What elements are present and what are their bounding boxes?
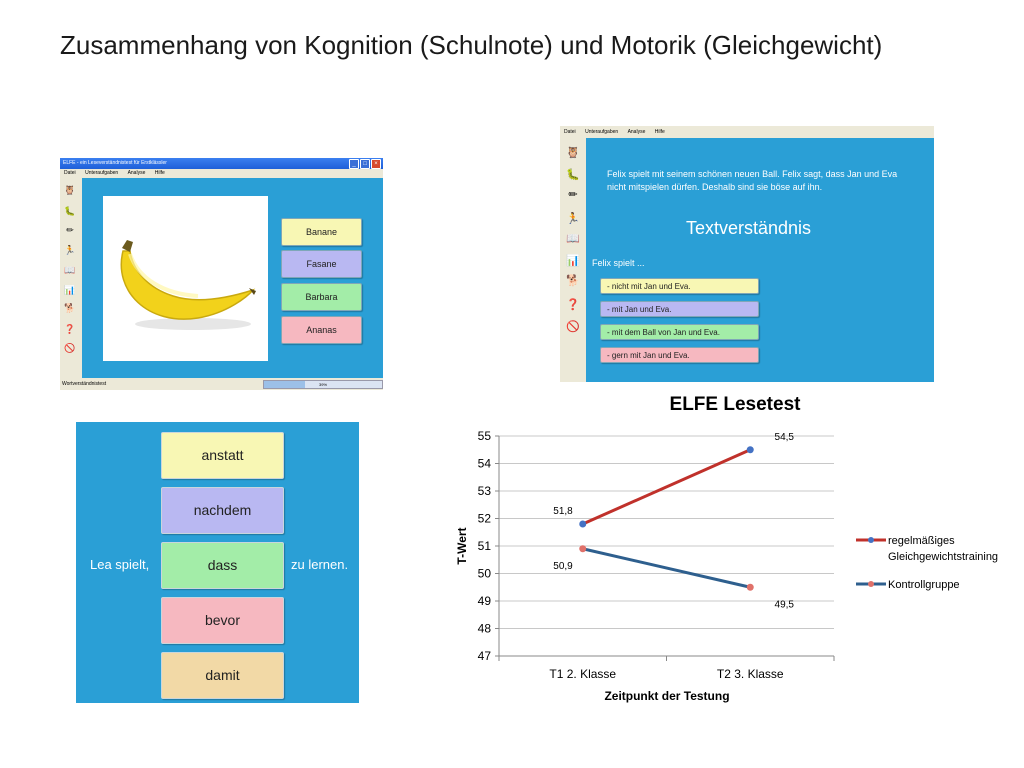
x-axis-label: Zeitpunkt der Testung — [604, 689, 729, 703]
window-titlebar: ELFE - ein Leseverständnistest für Erstk… — [60, 158, 383, 169]
data-label: 50,9 — [553, 561, 573, 572]
figure-icon[interactable]: 🏃 — [566, 213, 580, 225]
data-point — [579, 545, 587, 553]
word-option[interactable]: nachdem — [161, 487, 284, 534]
menu-datei[interactable]: Datei — [64, 170, 76, 176]
word-option[interactable]: bevor — [161, 597, 284, 644]
progress-bar: 39% — [263, 380, 383, 389]
legend-marker — [868, 581, 874, 587]
slide-title: Zusammenhang von Kognition (Schulnote) u… — [60, 30, 883, 60]
answer-option[interactable]: - mit dem Ball von Jan und Eva. — [600, 324, 759, 340]
status-bar: Wortverständnistest 39% — [60, 378, 383, 390]
y-tick-label: 50 — [478, 567, 492, 581]
pencil-icon[interactable]: ✏ — [568, 189, 578, 201]
data-point — [746, 583, 754, 591]
word-recognition-screenshot: ELFE - ein Leseverständnistest für Erstk… — [60, 158, 383, 390]
series-line — [582, 547, 751, 589]
data-point — [746, 446, 754, 454]
chart-icon[interactable]: 📊 — [566, 255, 580, 267]
elfe-lesetest-chart: ELFE Lesetest 47 48 49 50 51 52 53 54 55 T1 2. Kl… — [455, 394, 998, 703]
answer-option[interactable]: Banane — [281, 218, 362, 246]
book-icon[interactable]: 📖 — [566, 233, 580, 245]
answer-option[interactable]: Barbara — [281, 283, 362, 311]
legend-marker — [868, 537, 874, 543]
answer-option[interactable]: - nicht mit Jan und Eva. — [600, 278, 759, 294]
story-text: Felix spielt mit seinem schönen neuen Ba… — [607, 169, 898, 192]
sentence-end: zu lernen. — [291, 557, 349, 572]
word-option[interactable]: damit — [161, 652, 284, 699]
x-tick-label: T2 3. Klasse — [717, 667, 784, 681]
dog-icon[interactable]: 🐕 — [566, 275, 580, 287]
help-icon[interactable]: ❓ — [64, 324, 76, 334]
series-line — [582, 448, 751, 526]
data-point — [579, 520, 587, 528]
sentence-start: Lea spielt, — [90, 557, 150, 572]
figure-icon[interactable]: 🏃 — [64, 245, 76, 255]
x-tick-label: T1 2. Klasse — [549, 667, 616, 681]
help-icon[interactable]: ❓ — [566, 299, 580, 311]
menu-analyse[interactable]: Analyse — [127, 170, 146, 176]
answer-option[interactable]: Fasane — [281, 250, 362, 278]
status-text: Wortverständnistest — [62, 381, 107, 387]
y-tick-label: 48 — [478, 622, 492, 636]
y-tick-label: 55 — [478, 429, 492, 443]
book-icon[interactable]: 📖 — [64, 265, 76, 275]
owl-icon[interactable]: 🦉 — [566, 147, 580, 159]
text-comprehension-screenshot: Datei Unteraufgaben Analyse Hilfe 🦉 🐛 ✏ … — [560, 126, 934, 382]
chart-title: ELFE Lesetest — [670, 394, 802, 415]
chart-icon[interactable]: 📊 — [64, 285, 76, 295]
menu-bar: Datei Unteraufgaben Analyse Hilfe — [560, 126, 934, 138]
maximize-icon[interactable]: □ — [360, 159, 370, 169]
section-heading: Textverständnis — [686, 218, 812, 238]
menu-bar: Datei Unteraufgaben Analyse Hilfe — [60, 169, 383, 178]
side-toolbar: 🦉 🐛 ✏ 🏃 📖 📊 🐕 ❓ 🚫 — [60, 178, 82, 378]
pencil-icon[interactable]: ✏ — [66, 225, 74, 235]
y-tick-label: 51 — [478, 539, 492, 553]
minimize-icon[interactable]: _ — [349, 159, 359, 169]
menu-hilfe[interactable]: Hilfe — [654, 129, 665, 135]
y-tick-label: 53 — [478, 484, 492, 498]
side-toolbar: 🦉 🐛 ✏ 🏃 📖 📊 🐕 ❓ 🚫 — [560, 138, 586, 382]
y-axis-label: T-Wert — [455, 527, 469, 564]
window-title: ELFE - ein Leseverständnistest für Erstk… — [63, 160, 167, 166]
menu-unteraufgaben[interactable]: Unteraufgaben — [85, 170, 119, 176]
legend-label: Gleichgewichtstraining — [888, 551, 998, 563]
owl-icon[interactable]: 🦉 — [64, 185, 76, 195]
y-tick-label: 52 — [478, 512, 492, 526]
menu-datei[interactable]: Datei — [564, 129, 576, 135]
answer-option[interactable]: Ananas — [281, 316, 362, 344]
dog-icon[interactable]: 🐕 — [64, 303, 76, 313]
sentence-comprehension-screenshot: Lea spielt, zu lernen. anstatt nachdem d… — [76, 422, 359, 703]
data-label: 51,8 — [553, 506, 573, 517]
progress-fill — [264, 381, 306, 388]
banana-image — [103, 196, 268, 361]
word-option[interactable]: dass — [161, 542, 284, 589]
worm-icon[interactable]: 🐛 — [64, 206, 76, 216]
menu-analyse[interactable]: Analyse — [627, 129, 646, 135]
answer-option[interactable]: - gern mit Jan und Eva. — [600, 347, 759, 363]
cancel-icon[interactable]: 🚫 — [566, 321, 580, 333]
worm-icon[interactable]: 🐛 — [566, 169, 580, 181]
y-tick-label: 49 — [478, 594, 492, 608]
cancel-icon[interactable]: 🚫 — [64, 343, 76, 353]
close-icon[interactable]: × — [371, 159, 381, 169]
menu-hilfe[interactable]: Hilfe — [154, 170, 165, 176]
menu-unteraufgaben[interactable]: Unteraufgaben — [585, 129, 619, 135]
y-tick-label: 54 — [478, 457, 492, 471]
legend-label: Kontrollgruppe — [888, 579, 960, 591]
word-option[interactable]: anstatt — [161, 432, 284, 479]
y-tick-label: 47 — [478, 649, 492, 663]
answer-option[interactable]: - mit Jan und Eva. — [600, 301, 759, 317]
progress-label: 39% — [319, 382, 328, 387]
question-prompt: Felix spielt ... — [592, 258, 645, 268]
legend-label: regelmäßiges — [888, 535, 955, 547]
data-label: 54,5 — [775, 432, 795, 443]
data-label: 49,5 — [775, 599, 795, 610]
